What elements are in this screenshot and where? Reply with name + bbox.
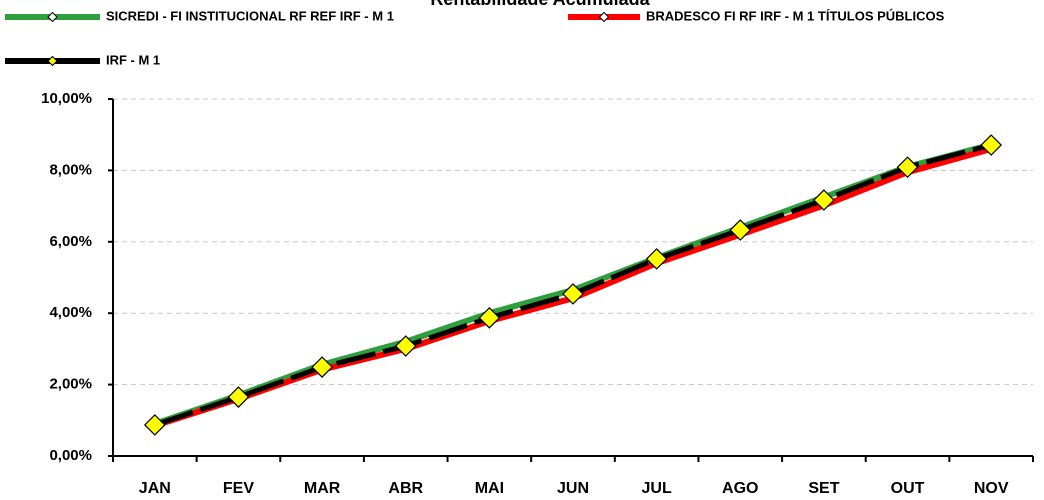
x-tick-label: MAR: [304, 480, 341, 497]
legend-marker: [47, 11, 58, 23]
legend-marker: [47, 55, 58, 67]
x-tick-label: ABR: [388, 480, 423, 497]
y-tick-label: 2,00%: [49, 376, 92, 393]
x-tick-label: FEV: [223, 480, 254, 497]
marker: [143, 414, 166, 436]
y-tick-label: 8,00%: [49, 161, 92, 178]
x-tick-label: SET: [808, 480, 839, 497]
x-tick-label: JAN: [139, 480, 171, 497]
legend-label: IRF - M 1: [106, 52, 160, 67]
marker: [645, 248, 668, 270]
marker: [311, 356, 333, 378]
marker: [729, 219, 752, 241]
legend-marker: [598, 11, 610, 23]
x-tick-label: AGO: [722, 480, 758, 497]
y-tick-label: 10,00%: [41, 90, 92, 107]
x-tick-label: NOV: [974, 480, 1009, 497]
chart-title: Rentabilidade Acumulada: [430, 0, 650, 9]
marker: [227, 386, 250, 408]
marker: [813, 189, 835, 211]
legend-label: SICREDI - FI INSTITUCIONAL RF REF IRF - …: [106, 8, 394, 23]
y-tick-label: 0,00%: [49, 447, 92, 464]
y-tick-label: 6,00%: [49, 233, 92, 250]
marker: [980, 134, 1003, 156]
x-tick-label: JUN: [557, 480, 589, 497]
marker: [896, 156, 919, 179]
legend-label: BRADESCO FI RF IRF - M 1 TÍTULOS PÚBLICO…: [646, 8, 945, 23]
x-tick-label: JUL: [642, 480, 672, 497]
marker: [562, 283, 584, 305]
y-tick-label: 4,00%: [49, 304, 92, 321]
x-tick-label: MAI: [475, 480, 504, 497]
x-tick-label: OUT: [891, 480, 925, 497]
marker: [394, 335, 417, 357]
marker: [478, 306, 501, 329]
